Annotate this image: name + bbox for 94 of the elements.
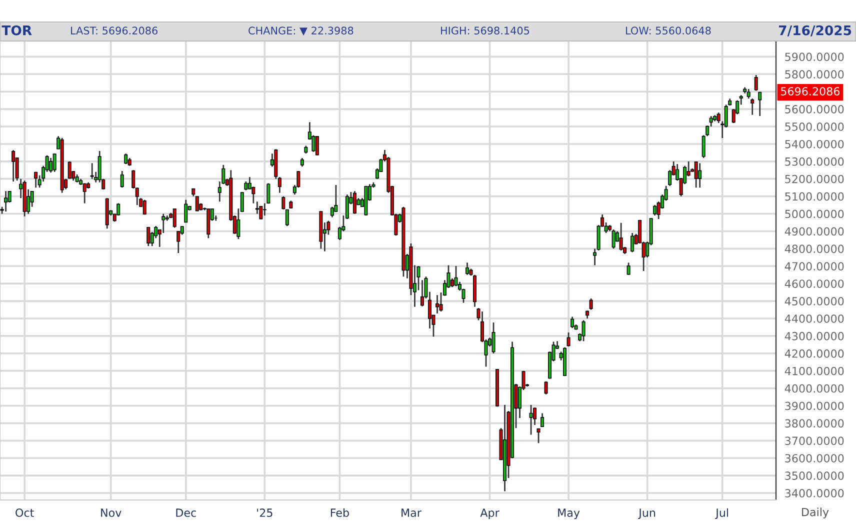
candlestick (172, 208, 176, 228)
y-tick-label: 3900.0000 (785, 402, 844, 410)
y-tick-label: 5100.0000 (785, 192, 844, 201)
text: 5696.2086 (781, 87, 840, 96)
candlestick (454, 265, 458, 287)
candlestick (262, 202, 266, 216)
candlestick (758, 91, 762, 117)
candlestick (566, 332, 570, 348)
candlestick (68, 160, 72, 180)
y-tick-label: 3600.0000 (785, 454, 844, 462)
candlestick (90, 162, 94, 180)
candlestick (754, 74, 758, 92)
y-tick-label: 5300.0000 (785, 157, 844, 166)
candlestick (435, 294, 440, 314)
candlestick (266, 182, 270, 204)
x-tick-label: Dec (176, 508, 196, 517)
y-tick-label: 5200.0000 (785, 174, 844, 184)
candlestick (420, 279, 424, 307)
candlestick (162, 213, 166, 234)
text: HIGH: 5698.1405 (441, 26, 530, 35)
y-tick-label: 4200.0000 (784, 349, 844, 358)
y-tick-label: 4400.0000 (784, 314, 844, 323)
x-tick-label: '25 (257, 508, 272, 517)
y-tick-label: 4600.0000 (784, 280, 844, 288)
y-tick-label: 5400.0000 (785, 140, 844, 148)
text: LAST: 5696.2086 (71, 26, 158, 35)
y-tick-label: 4300.0000 (784, 332, 844, 340)
candlestick (536, 428, 540, 444)
candlestick (315, 135, 319, 156)
y-tick-label: 4700.0000 (784, 262, 844, 271)
y-tick-label: 4000.0000 (784, 384, 844, 393)
candlestick (124, 152, 128, 165)
x-tick-label: Apr (480, 508, 500, 520)
y-tick-label: 5600.0000 (785, 105, 844, 114)
candlestick (52, 152, 56, 173)
x-tick-label: Feb (330, 508, 349, 517)
x-tick-label: Jun (638, 508, 656, 519)
candlestick (285, 208, 289, 227)
candlestick (653, 204, 657, 216)
x-tick-label: May (558, 508, 580, 520)
candlestick (12, 149, 16, 182)
text: CHANGE: ▼ 22.3988 (248, 26, 354, 36)
candlestick (282, 196, 286, 210)
candlestick (465, 262, 470, 276)
candlestick (82, 182, 86, 204)
candlestick (146, 226, 150, 247)
candlestick (619, 222, 623, 252)
candlestick (492, 322, 496, 354)
candlestick (544, 380, 548, 396)
candlestick (330, 206, 334, 218)
candlestick (746, 88, 750, 100)
candlestick (529, 404, 533, 436)
y-tick-label: 3500.0000 (785, 472, 844, 480)
y-tick-label: 5000.0000 (785, 210, 844, 218)
y-tick-label: 4800.0000 (784, 244, 844, 254)
candlestick (750, 98, 754, 116)
y-tick-label: 3700.0000 (785, 436, 844, 446)
candlestick (626, 262, 630, 276)
y-tick-label: 4100.0000 (784, 366, 844, 376)
y-tick-label: 5900.0000 (785, 52, 844, 62)
candlestick (540, 412, 544, 428)
y-tick-label: 3400.0000 (785, 488, 844, 498)
candlestick (195, 196, 199, 212)
candlestick (716, 112, 720, 124)
candlestick (4, 190, 8, 212)
text: LOW: 5560.0648 (626, 26, 711, 35)
candlestick (582, 320, 586, 342)
candlestick (352, 190, 356, 214)
y-tick-label: 4500.0000 (784, 297, 844, 306)
candlestick (259, 205, 263, 220)
y-tick-label: 5800.0000 (785, 70, 844, 79)
x-tick-label: Oct (16, 508, 34, 517)
candlestick (570, 316, 574, 329)
text: 7/16/2025 (778, 25, 852, 36)
candlestick (120, 170, 124, 188)
y-tick-label: 5500.0000 (785, 122, 844, 131)
candlestick (589, 298, 593, 310)
text: Daily (802, 508, 829, 518)
y-tick-label: 4900.0000 (784, 227, 844, 236)
candlestick (630, 232, 634, 253)
x-tick-label: Nov (101, 508, 122, 517)
candlestick (184, 199, 188, 224)
candlestick (612, 228, 616, 250)
chart-title: TOR (2, 25, 32, 36)
x-tick-label: Mar (402, 508, 422, 517)
candlestick (34, 171, 38, 188)
x-tick-label: Jul (715, 508, 728, 519)
candlestick (142, 199, 146, 216)
candlestick (49, 157, 53, 174)
candlestick (698, 162, 702, 188)
candlestick (312, 134, 316, 153)
candlestick (694, 160, 698, 188)
candlestick (702, 134, 706, 159)
y-tick-label: 3800.0000 (785, 419, 844, 428)
